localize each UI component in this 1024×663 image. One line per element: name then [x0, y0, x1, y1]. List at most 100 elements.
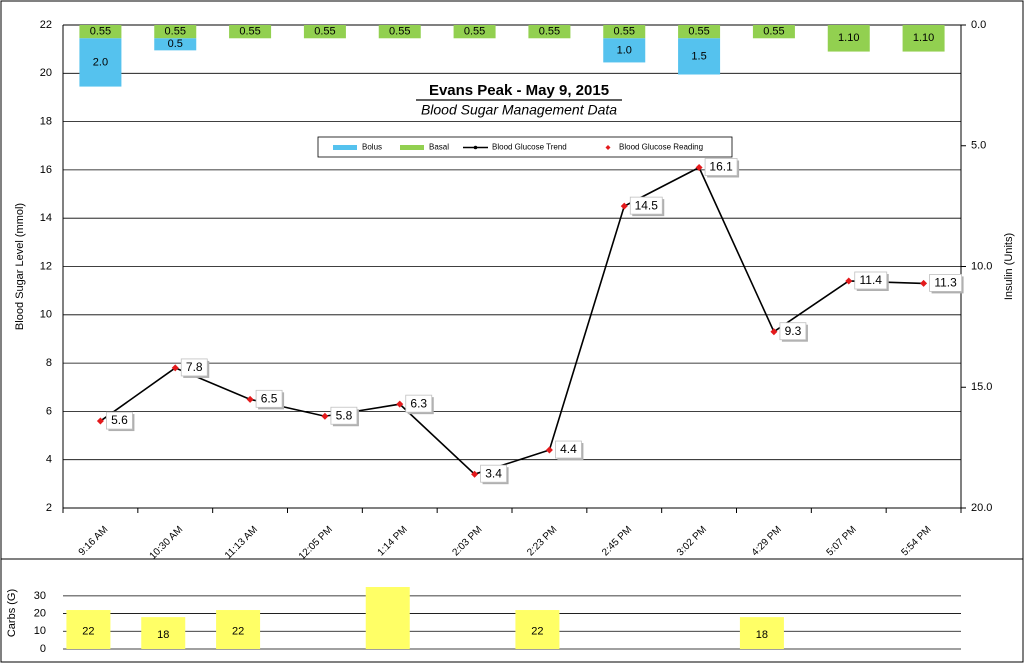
carbs-bar — [141, 617, 186, 649]
glucose-reading-label: 5.8 — [336, 408, 353, 422]
basal-bar — [603, 25, 646, 39]
glucose-reading-label: 11.4 — [860, 273, 883, 287]
legend-trend-marker — [473, 145, 478, 150]
y-tick-label: 14 — [40, 212, 52, 224]
basal-bar-label: 1.10 — [838, 32, 859, 44]
glucose-reading-marker — [770, 328, 778, 336]
glucose-reading-label: 9.3 — [785, 324, 802, 338]
reading-label-box — [555, 440, 582, 459]
reading-label-box — [854, 271, 888, 290]
glucose-reading-label: 7.8 — [186, 360, 203, 374]
glucose-reading-marker — [620, 202, 628, 210]
reading-label-box — [480, 464, 507, 483]
y2-tick-label: 20.0 — [971, 502, 992, 514]
x-tick-label: 4:29 PM — [750, 524, 784, 558]
carbs-bar — [66, 610, 111, 649]
carbs-y-tick-label: 30 — [34, 590, 46, 602]
bolus-bar-label: 1.5 — [691, 50, 706, 62]
y-tick-label: 8 — [46, 357, 52, 369]
x-tick-label: 3:02 PM — [675, 524, 709, 558]
x-tick-label: 1:14 PM — [376, 524, 410, 558]
bolus-bar-label: 2.0 — [93, 56, 108, 68]
basal-bar-label: 0.55 — [539, 26, 560, 38]
chart-subtitle: Blood Sugar Management Data — [421, 102, 617, 118]
y-tick-label: 12 — [40, 260, 52, 272]
glucose-reading-label: 4.4 — [560, 442, 577, 456]
carbs-bar — [216, 610, 261, 649]
bolus-bar-label: 0.5 — [168, 38, 183, 50]
y2-tick-label: 5.0 — [971, 140, 986, 152]
carbs-bar-label: 22 — [232, 625, 244, 637]
reading-label-box — [405, 394, 433, 413]
basal-bar-label: 0.55 — [763, 26, 784, 38]
x-tick-label: 11:13 AM — [223, 524, 260, 561]
glucose-reading-marker — [920, 279, 928, 287]
glucose-reading-label: 3.4 — [485, 466, 502, 480]
glucose-reading-marker — [545, 446, 553, 454]
basal-bar — [528, 25, 571, 39]
glucose-reading-marker — [396, 400, 404, 408]
glucose-reading-marker — [171, 364, 179, 372]
basal-bar — [79, 25, 122, 39]
basal-bar-label: 0.55 — [614, 26, 635, 38]
carbs-bar-label: 22 — [531, 625, 543, 637]
glucose-reading-label: 6.3 — [410, 396, 427, 410]
x-tick-label: 9:16 AM — [77, 524, 111, 558]
carbs-bar-label: 18 — [157, 629, 169, 641]
glucose-reading-label: 6.5 — [261, 391, 278, 405]
bolus-bar — [603, 38, 646, 63]
glucose-reading-marker — [845, 277, 853, 285]
basal-bar-label: 0.55 — [464, 26, 485, 38]
carbs-bar — [739, 617, 784, 649]
bolus-bar — [154, 38, 197, 51]
x-tick-label: 2:03 PM — [450, 524, 484, 558]
basal-bar — [752, 25, 795, 39]
y-tick-label: 20 — [40, 67, 52, 79]
basal-bar — [154, 25, 197, 39]
basal-bar — [453, 25, 496, 39]
legend-basal-label: Basal — [429, 143, 449, 152]
reading-label-box — [929, 274, 962, 292]
reading-label-box — [180, 358, 208, 377]
y-tick-label: 10 — [40, 309, 52, 321]
glucose-reading-label: 16.1 — [709, 160, 733, 174]
basal-bar-label: 0.55 — [239, 26, 260, 38]
reading-label-box — [106, 411, 133, 430]
basal-bar-label: 0.55 — [90, 26, 111, 38]
glucose-reading-label: 11.3 — [934, 276, 957, 290]
carbs-y-tick-label: 0 — [40, 643, 46, 655]
x-tick-label: 5:07 PM — [825, 524, 859, 558]
glucose-reading-marker — [695, 163, 703, 171]
reading-label-box — [779, 322, 807, 341]
basal-bar-label: 0.55 — [165, 26, 186, 38]
reading-label-box — [255, 389, 283, 408]
y-axis-title: Blood Sugar Level (mmol) — [14, 203, 26, 330]
basal-bar — [827, 25, 870, 52]
carbs-y-tick-label: 20 — [34, 607, 46, 619]
legend-reading-label: Blood Glucose Reading — [619, 143, 703, 152]
reading-label-box — [629, 196, 663, 215]
bolus-bar — [678, 38, 721, 75]
y2-tick-label: 10.0 — [971, 260, 992, 272]
basal-bar — [378, 25, 421, 39]
reading-label-box — [704, 158, 738, 176]
legend-basal-swatch — [400, 145, 424, 150]
glucose-reading-marker — [96, 417, 104, 425]
y-tick-label: 6 — [46, 405, 52, 417]
y2-axis-title: Insulin (Units) — [1003, 233, 1015, 300]
glucose-reading-marker — [246, 395, 254, 403]
x-tick-label: 2:23 PM — [525, 524, 559, 558]
basal-bar — [303, 25, 346, 39]
legend-trend-label: Blood Glucose Trend — [492, 143, 567, 152]
x-tick-label: 10:30 AM — [148, 524, 186, 562]
bolus-bar — [79, 38, 122, 87]
basal-bar — [678, 25, 721, 39]
basal-bar-label: 0.55 — [314, 26, 335, 38]
glucose-trend-line — [99, 166, 924, 476]
glucose-reading-marker — [321, 412, 329, 420]
chart-title: Evans Peak - May 9, 2015 — [429, 82, 609, 99]
basal-bar-label: 1.10 — [913, 32, 934, 44]
reading-label-box — [330, 406, 358, 425]
